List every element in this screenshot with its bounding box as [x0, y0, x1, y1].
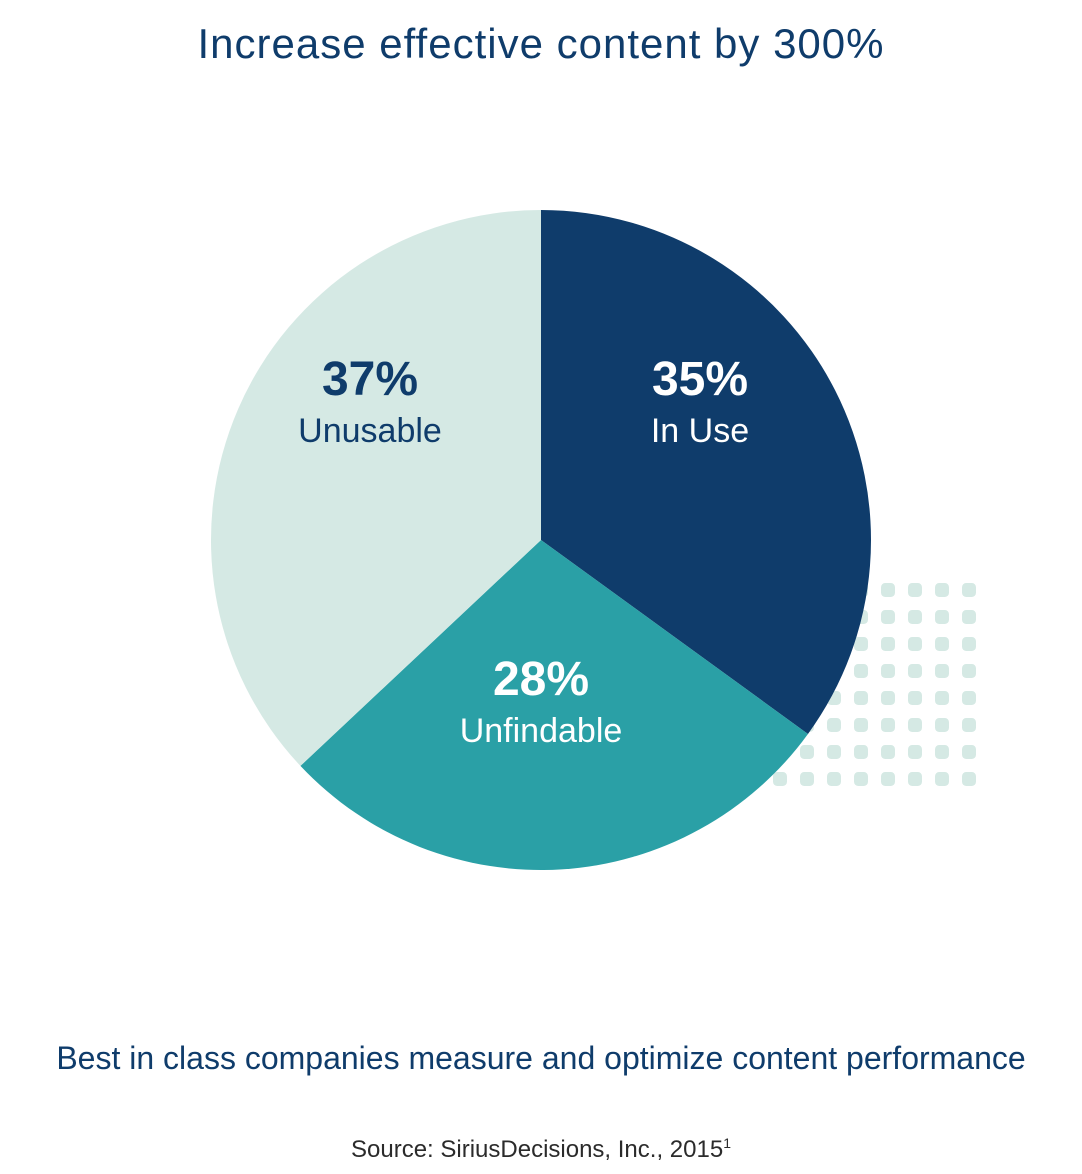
page: Increase effective content by 300% 35% I… [0, 0, 1082, 1174]
slice-name: Unusable [240, 410, 500, 453]
slice-label-in-use: 35% In Use [570, 350, 830, 453]
slice-pct: 37% [240, 350, 500, 410]
slice-name: Unfindable [411, 710, 671, 753]
slice-label-unfindable: 28% Unfindable [411, 650, 671, 753]
slice-label-unusable: 37% Unusable [240, 350, 500, 453]
slice-name: In Use [570, 410, 830, 453]
source-text: Source: SiriusDecisions, Inc., 2015 [351, 1136, 723, 1163]
slice-pct: 35% [570, 350, 830, 410]
chart-subtitle: Best in class companies measure and opti… [0, 1040, 1082, 1077]
pie-slices [211, 210, 871, 870]
slice-pct: 28% [411, 650, 671, 710]
pie-chart [0, 0, 1082, 1174]
chart-source: Source: SiriusDecisions, Inc., 20151 [0, 1135, 1082, 1164]
footnote-marker: 1 [723, 1135, 731, 1151]
